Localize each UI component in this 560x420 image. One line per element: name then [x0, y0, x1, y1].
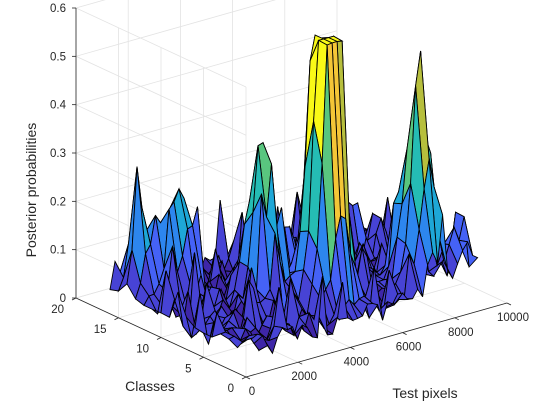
- y-tick-label: 15: [94, 324, 107, 336]
- z-tick-label: 0: [60, 293, 66, 305]
- z-tick-label: 0.6: [50, 3, 66, 15]
- x-tick-label: 10000: [497, 312, 529, 324]
- surface-patch: [228, 335, 244, 349]
- x-axis-line: [245, 302, 508, 378]
- z-gridline-6: [74, 0, 247, 88]
- y-tick-label: 0: [228, 383, 234, 395]
- z-axis-label: Posterior probabilities: [23, 123, 39, 258]
- surface-plot: [109, 34, 479, 355]
- y-tick-mark: [156, 337, 162, 340]
- x-tick-label: 4000: [344, 356, 370, 368]
- x-tick-mark: [350, 347, 355, 350]
- y-tick-mark: [241, 376, 247, 380]
- z-tick-label: 0.4: [50, 100, 67, 112]
- y-axis-label: Classes: [125, 378, 175, 394]
- tick-labels: 02000400060008000100000510152000.10.20.3…: [50, 3, 529, 398]
- y-tick-label: 20: [51, 304, 64, 316]
- z-tick-label: 0.5: [50, 51, 66, 63]
- x-tick-mark: [298, 361, 303, 365]
- y-tick-mark: [114, 317, 119, 321]
- y-tick-label: 10: [136, 344, 149, 356]
- y-tick-label: 5: [185, 363, 191, 375]
- x-tick-mark: [454, 317, 459, 321]
- x-tick-label: 2000: [291, 371, 317, 383]
- z-gridline-4: [74, 30, 338, 185]
- x-tick-label: 6000: [396, 342, 422, 354]
- x-tick-mark: [506, 302, 512, 306]
- x-tick-label: 8000: [448, 327, 474, 339]
- x-tick-mark: [245, 376, 251, 380]
- y-tick-mark: [199, 356, 204, 360]
- x-axis-label: Test pixels: [392, 385, 457, 401]
- z-tick-label: 0.1: [50, 245, 66, 257]
- x-tick-mark: [402, 332, 407, 335]
- x-tick-label: 0: [249, 386, 255, 398]
- z-tick-label: 0.3: [50, 148, 66, 160]
- z-tick-label: 0.2: [50, 196, 66, 208]
